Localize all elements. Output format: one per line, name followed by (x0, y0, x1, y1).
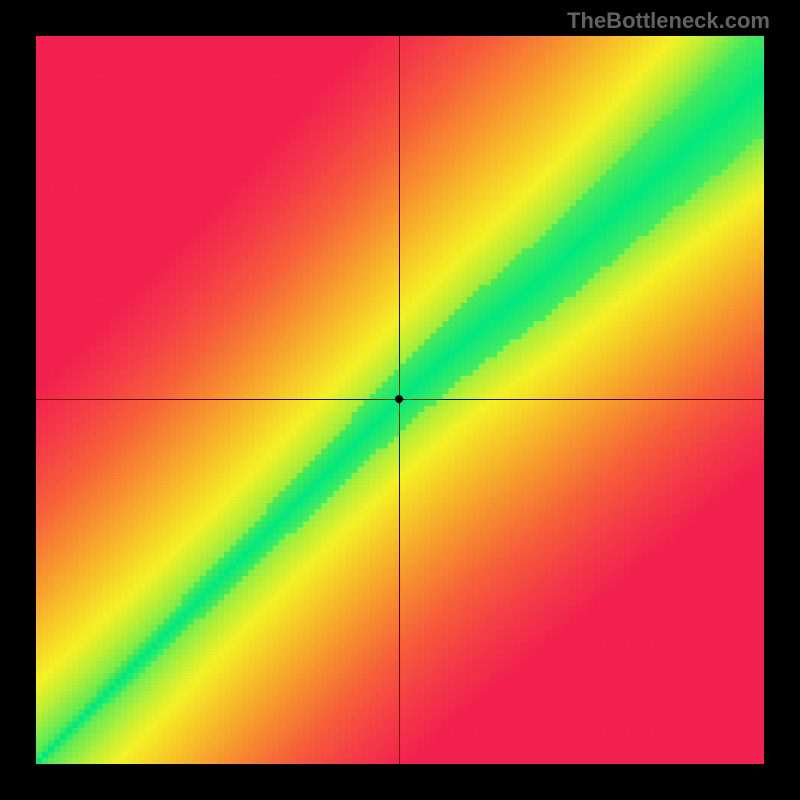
plot-area (36, 36, 764, 764)
chart-container: TheBottleneck.com (0, 0, 800, 800)
crosshair-marker (395, 395, 403, 403)
attribution-text: TheBottleneck.com (567, 8, 770, 34)
